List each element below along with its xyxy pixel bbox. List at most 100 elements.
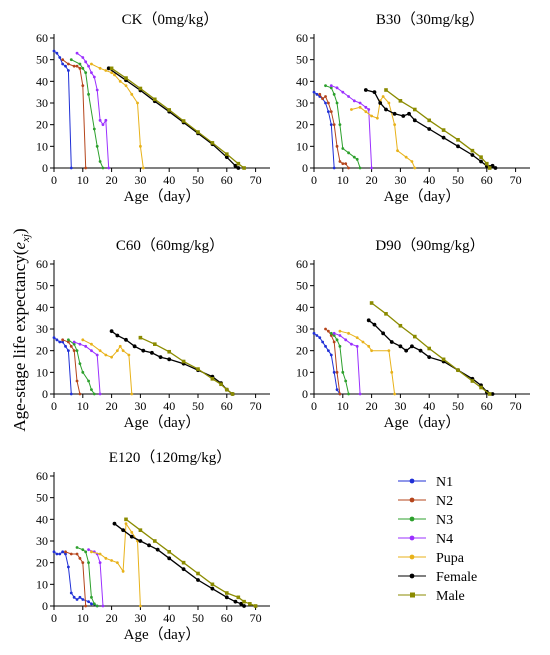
y-tick-label: 10 xyxy=(36,365,48,379)
data-point xyxy=(370,114,373,118)
series-line xyxy=(319,94,350,169)
data-point xyxy=(387,349,391,353)
data-point xyxy=(90,71,93,75)
x-tick-label: 30 xyxy=(134,173,146,187)
series-line xyxy=(125,518,256,607)
data-point xyxy=(147,543,151,548)
data-point xyxy=(101,604,105,608)
legend-item-female: Female xyxy=(398,570,477,585)
data-point xyxy=(327,349,330,353)
x-tick-label: 20 xyxy=(366,399,378,413)
data-point xyxy=(196,578,200,582)
x-tick-label: 0 xyxy=(311,173,317,187)
data-point xyxy=(130,530,134,534)
data-point xyxy=(410,344,414,349)
data-point xyxy=(225,387,229,392)
x-axis-label: Age（day） xyxy=(384,414,461,431)
data-point xyxy=(332,334,336,337)
data-point xyxy=(84,166,88,170)
data-point xyxy=(153,342,157,346)
data-point xyxy=(101,166,105,170)
data-point xyxy=(75,379,79,383)
legend-item-n4: N4 xyxy=(398,532,453,547)
series-n4 xyxy=(72,340,102,396)
x-tick-label: 30 xyxy=(134,611,146,625)
x-tick-label: 60 xyxy=(221,399,233,413)
data-point xyxy=(210,582,215,587)
data-point xyxy=(115,561,119,565)
data-point xyxy=(69,591,73,595)
data-point xyxy=(401,114,406,118)
data-point xyxy=(413,334,417,339)
legend-swatch-marker xyxy=(409,497,415,503)
data-point xyxy=(329,353,333,357)
data-point xyxy=(78,342,82,346)
series-n2 xyxy=(61,58,88,170)
data-point xyxy=(224,155,229,160)
data-point xyxy=(90,602,93,606)
x-tick-label: 50 xyxy=(192,173,204,187)
data-point xyxy=(470,148,475,153)
data-point xyxy=(347,331,350,335)
data-point xyxy=(493,166,498,170)
data-point xyxy=(441,128,446,132)
series-n4 xyxy=(332,331,362,396)
x-tick-label: 0 xyxy=(51,173,57,187)
data-point xyxy=(329,84,333,88)
data-point xyxy=(155,547,160,552)
data-point xyxy=(329,86,333,90)
data-point xyxy=(315,334,319,337)
data-point xyxy=(381,331,386,336)
data-point xyxy=(358,166,362,170)
data-point xyxy=(350,108,353,111)
data-point xyxy=(141,348,146,353)
data-point xyxy=(67,349,70,353)
data-point xyxy=(384,88,388,92)
panel-title: CK（0mg/kg） xyxy=(122,11,219,28)
data-point xyxy=(236,595,241,600)
series-n1 xyxy=(52,336,73,396)
y-tick-label: 30 xyxy=(36,322,48,336)
data-point xyxy=(441,135,446,140)
data-point xyxy=(75,598,79,601)
series-n4 xyxy=(75,51,111,170)
data-point xyxy=(87,600,90,604)
x-tick-label: 0 xyxy=(311,399,317,413)
x-tick-label: 40 xyxy=(423,173,435,187)
y-tick-label: 60 xyxy=(36,257,48,271)
data-point xyxy=(81,56,85,59)
x-tick-label: 40 xyxy=(163,399,175,413)
data-point xyxy=(167,556,172,561)
data-point xyxy=(69,392,73,396)
data-point xyxy=(327,329,330,333)
data-point xyxy=(181,560,186,565)
y-tick-label: 60 xyxy=(296,257,308,271)
data-point xyxy=(332,340,336,344)
data-point xyxy=(167,349,171,354)
legend-label: N2 xyxy=(436,494,453,509)
data-point xyxy=(98,561,102,565)
data-point xyxy=(196,130,200,134)
legend-label: N4 xyxy=(436,532,453,547)
series-line xyxy=(53,50,72,169)
series-line xyxy=(313,332,341,395)
data-point xyxy=(84,604,88,608)
data-point xyxy=(98,118,102,122)
x-tick-label: 10 xyxy=(77,611,89,625)
data-point xyxy=(332,92,336,96)
data-point xyxy=(95,604,99,608)
data-point xyxy=(479,155,483,159)
data-point xyxy=(233,163,238,168)
data-point xyxy=(315,92,319,96)
data-point xyxy=(67,338,70,342)
data-point xyxy=(366,318,371,323)
x-tick-label: 40 xyxy=(163,173,175,187)
data-point xyxy=(55,552,59,556)
data-point xyxy=(113,73,116,77)
data-point xyxy=(90,595,93,599)
series-pupa xyxy=(90,62,145,170)
series-line xyxy=(108,67,239,169)
x-tick-label: 70 xyxy=(250,173,262,187)
data-point xyxy=(335,86,339,90)
data-point xyxy=(139,604,142,608)
